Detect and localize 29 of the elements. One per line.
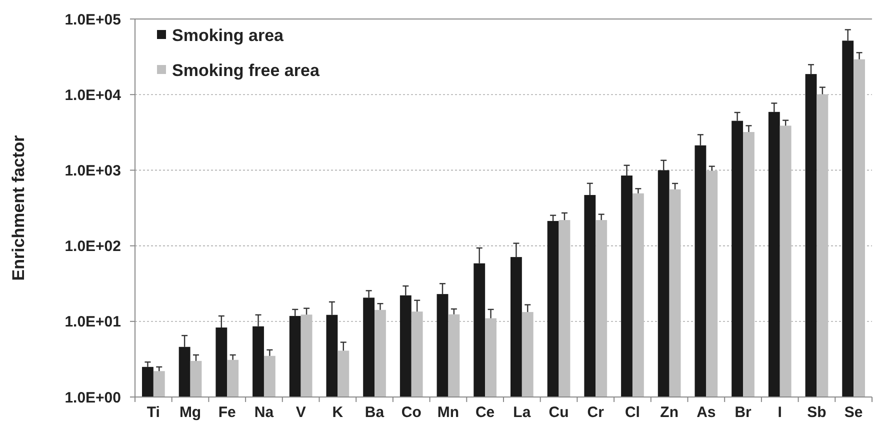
x-tick-label: Sb (807, 404, 826, 421)
x-tick-label: Na (254, 404, 274, 421)
y-tick-label: 1.0E+02 (64, 238, 121, 256)
y-tick-label: 1.0E+01 (64, 314, 121, 331)
x-tick-label: V (296, 404, 306, 421)
x-tick-label: Mg (179, 404, 202, 421)
x-tick-label: Ba (364, 404, 385, 421)
y-tick-label: 1.0E+05 (64, 11, 121, 28)
x-tick-label: Cl (624, 404, 640, 421)
x-tick-label: As (696, 404, 716, 421)
x-tick-label: Zn (660, 404, 678, 421)
legend-label: Smoking area (172, 26, 284, 45)
x-tick-label: Ti (146, 404, 160, 421)
x-tick-label: Cu (548, 404, 569, 421)
legend-label: Smoking free area (172, 60, 320, 80)
x-tick-label: Ce (475, 404, 495, 421)
x-tick-label: Mn (437, 404, 460, 421)
x-tick-label: Br (734, 404, 752, 421)
x-tick-label: Co (401, 404, 422, 421)
y-tick-label: 1.0E+04 (64, 86, 122, 104)
x-tick-label: Cr (587, 404, 604, 421)
x-tick-label: K (332, 404, 344, 421)
x-tick-label: La (513, 404, 532, 421)
x-tick-label: I (778, 404, 782, 421)
x-tick-label: Fe (218, 404, 236, 421)
x-tick-label: Se (844, 404, 863, 421)
y-axis-title: Enrichment factor (9, 134, 28, 281)
y-tick-label: 1.0E+03 (64, 162, 121, 180)
y-tick-label: 1.0E+00 (64, 389, 121, 406)
